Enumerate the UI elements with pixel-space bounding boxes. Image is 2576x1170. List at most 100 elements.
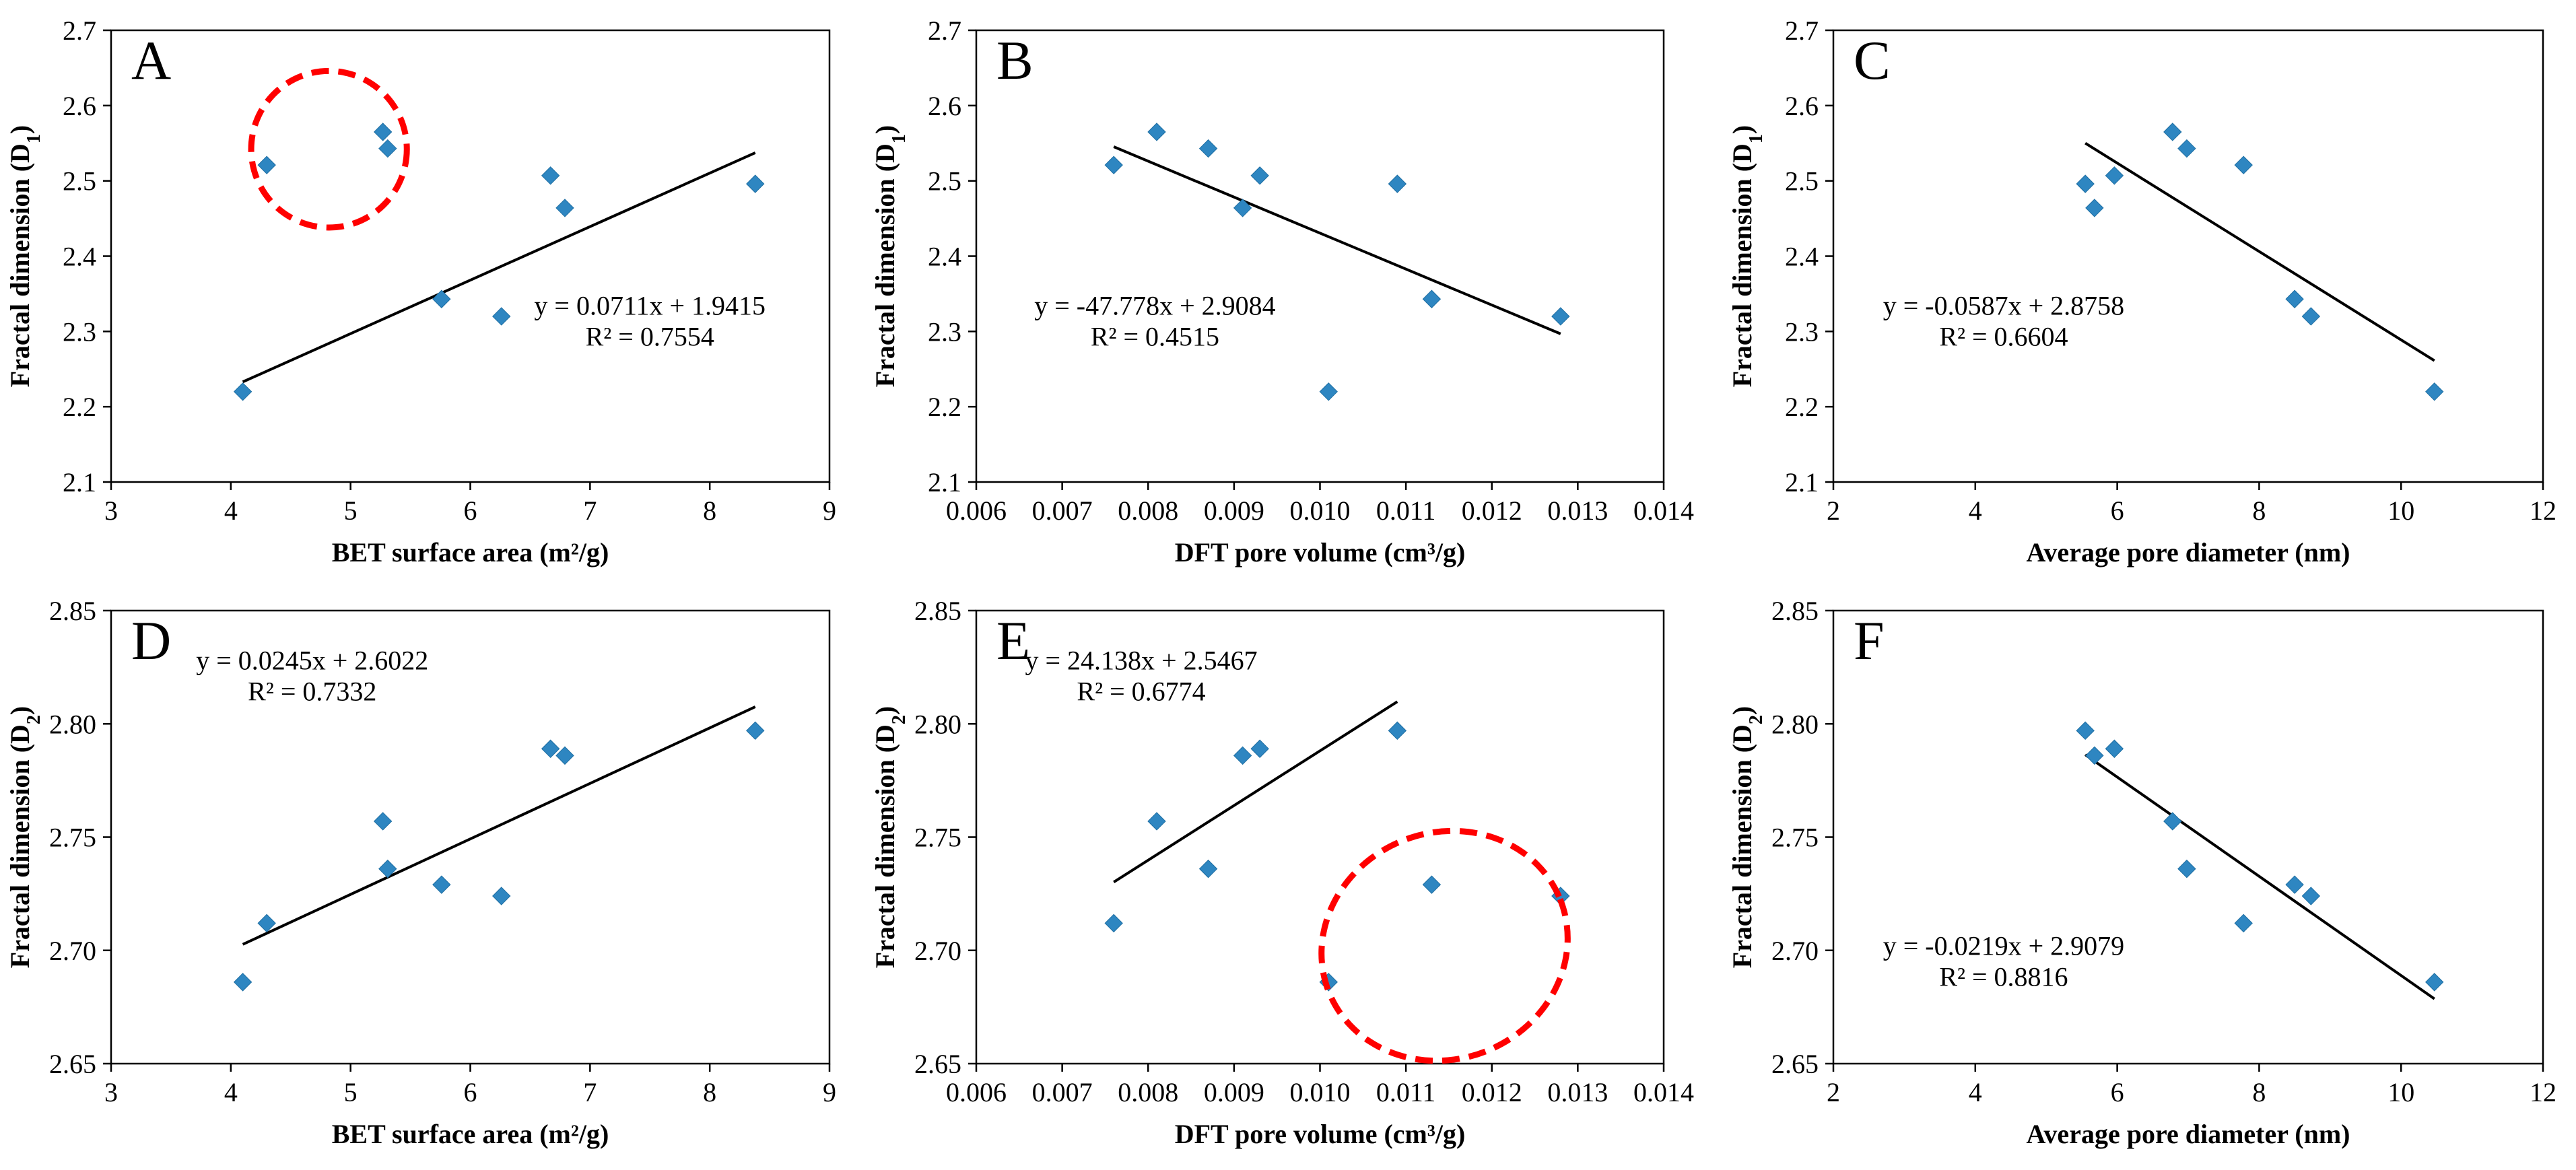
y-tick-label: 2.65	[1771, 1049, 1819, 1079]
y-tick-label: 2.4	[63, 242, 96, 272]
panel-letter: B	[996, 30, 1033, 91]
data-point	[2285, 289, 2304, 308]
y-tick-label: 2.3	[63, 316, 96, 347]
trendline	[242, 151, 756, 384]
y-tick-label: 2.2	[1785, 392, 1819, 422]
trendline	[2084, 753, 2435, 1000]
data-point	[1198, 859, 1218, 879]
x-tick-label: 0.011	[1376, 1077, 1436, 1107]
y-tick-label: 2.85	[1771, 596, 1819, 626]
data-point	[541, 739, 560, 758]
y-tick-label: 2.80	[1771, 709, 1819, 739]
x-tick-label: 7	[583, 495, 597, 526]
regression-equation: y = -0.0587x + 2.8758	[1883, 291, 2124, 321]
regression-equation: y = 24.138x + 2.5467	[1025, 645, 1257, 675]
y-tick-label: 2.75	[1771, 823, 1819, 853]
data-point	[257, 914, 276, 933]
y-tick-label: 2.65	[914, 1049, 961, 1079]
x-tick-label: 0.013	[1547, 495, 1608, 526]
data-point	[2105, 739, 2124, 758]
data-point	[1233, 746, 1252, 765]
data-point	[2234, 156, 2253, 174]
data-point	[2425, 382, 2444, 401]
x-tick-label: 4	[224, 1077, 238, 1107]
panel-letter: A	[131, 30, 171, 91]
x-tick-label: 5	[344, 1077, 358, 1107]
data-point	[2234, 914, 2253, 933]
y-axis-label: Fractal dimension (D1)	[5, 125, 44, 388]
highlight-circle	[248, 67, 410, 231]
r-squared: R² = 0.4515	[1091, 322, 1219, 352]
y-tick-label: 2.7	[63, 15, 96, 46]
x-tick-label: 4	[1969, 1077, 1982, 1107]
x-axis-label: BET surface area (m²/g)	[332, 537, 609, 567]
x-tick-label: 3	[104, 1077, 118, 1107]
x-tick-label: 0.009	[1204, 1077, 1264, 1107]
panel-letter: C	[1854, 30, 1891, 91]
data-point	[2425, 973, 2444, 992]
plot-frame	[110, 29, 831, 483]
data-point	[2085, 199, 2104, 217]
data-point	[373, 812, 393, 831]
trendline	[242, 706, 756, 946]
x-tick-label: 6	[2111, 1077, 2124, 1107]
y-tick-label: 2.80	[914, 709, 961, 739]
x-tick-label: 6	[464, 1077, 477, 1107]
panel-letter: D	[131, 610, 171, 671]
chart-panel-c: 2 4 6 8 10 12 2.1 2.2 2.3 2.4 2.5 2.6 2.7 Average por…	[1727, 15, 2556, 567]
y-tick-label: 2.70	[1771, 936, 1819, 966]
highlight-circle	[1318, 827, 1571, 1064]
y-tick-label: 2.75	[914, 823, 961, 853]
y-tick-label: 2.70	[914, 936, 961, 966]
data-point	[2076, 174, 2095, 193]
y-tick-label: 2.1	[63, 467, 96, 497]
data-point	[492, 307, 511, 326]
x-tick-label: 0.012	[1462, 1077, 1522, 1107]
data-point	[1551, 307, 1570, 326]
r-squared: R² = 0.7554	[586, 322, 714, 352]
data-point	[746, 174, 765, 193]
data-point	[1422, 875, 1442, 894]
data-point	[378, 859, 397, 879]
chart-panel-d: 3 4 5 6 7 8 9 2.65 2.70 2.75 2.80 2.85 BET surface a…	[5, 596, 836, 1149]
x-axis-label: DFT pore volume (cm³/g)	[1175, 1119, 1466, 1149]
data-point	[432, 875, 451, 894]
y-tick-label: 2.4	[1785, 242, 1819, 272]
x-tick-label: 6	[464, 495, 477, 526]
x-tick-label: 12	[2530, 1077, 2556, 1107]
x-tick-label: 10	[2387, 495, 2414, 526]
x-tick-label: 9	[823, 1077, 836, 1107]
data-point	[1104, 156, 1123, 174]
data-point	[2285, 875, 2304, 894]
chart-panel-b: 0.006 0.007 0.008 0.009 0.010 0.011 0.012 0.013…	[870, 15, 1694, 567]
x-axis-label: BET surface area (m²/g)	[332, 1119, 609, 1149]
r-squared: R² = 0.6604	[1939, 322, 2068, 352]
x-tick-label: 0.007	[1032, 1077, 1093, 1107]
y-axis-label: Fractal dimension (D2)	[870, 706, 910, 969]
data-point	[1319, 382, 1338, 401]
data-point	[1198, 139, 1218, 158]
y-tick-label: 2.5	[928, 166, 961, 197]
data-point	[2177, 139, 2196, 158]
x-tick-label: 0.011	[1376, 495, 1436, 526]
x-tick-label: 0.013	[1547, 1077, 1608, 1107]
panel-letter: F	[1854, 610, 1885, 671]
x-tick-label: 2	[1827, 495, 1840, 526]
y-tick-label: 2.75	[49, 823, 96, 853]
data-point	[257, 156, 276, 174]
x-tick-label: 0.007	[1032, 495, 1093, 526]
y-tick-label: 2.85	[49, 596, 96, 626]
data-point	[373, 123, 393, 141]
data-point	[1104, 914, 1123, 933]
data-point	[492, 887, 511, 905]
x-tick-label: 0.008	[1118, 1077, 1178, 1107]
data-point	[432, 289, 451, 308]
y-tick-label: 2.85	[914, 596, 961, 626]
x-tick-label: 6	[2111, 495, 2124, 526]
data-point	[1250, 166, 1269, 185]
x-tick-label: 0.010	[1290, 1077, 1351, 1107]
plot-frame	[975, 29, 1665, 483]
x-tick-label: 8	[2252, 495, 2266, 526]
x-tick-label: 7	[583, 1077, 597, 1107]
